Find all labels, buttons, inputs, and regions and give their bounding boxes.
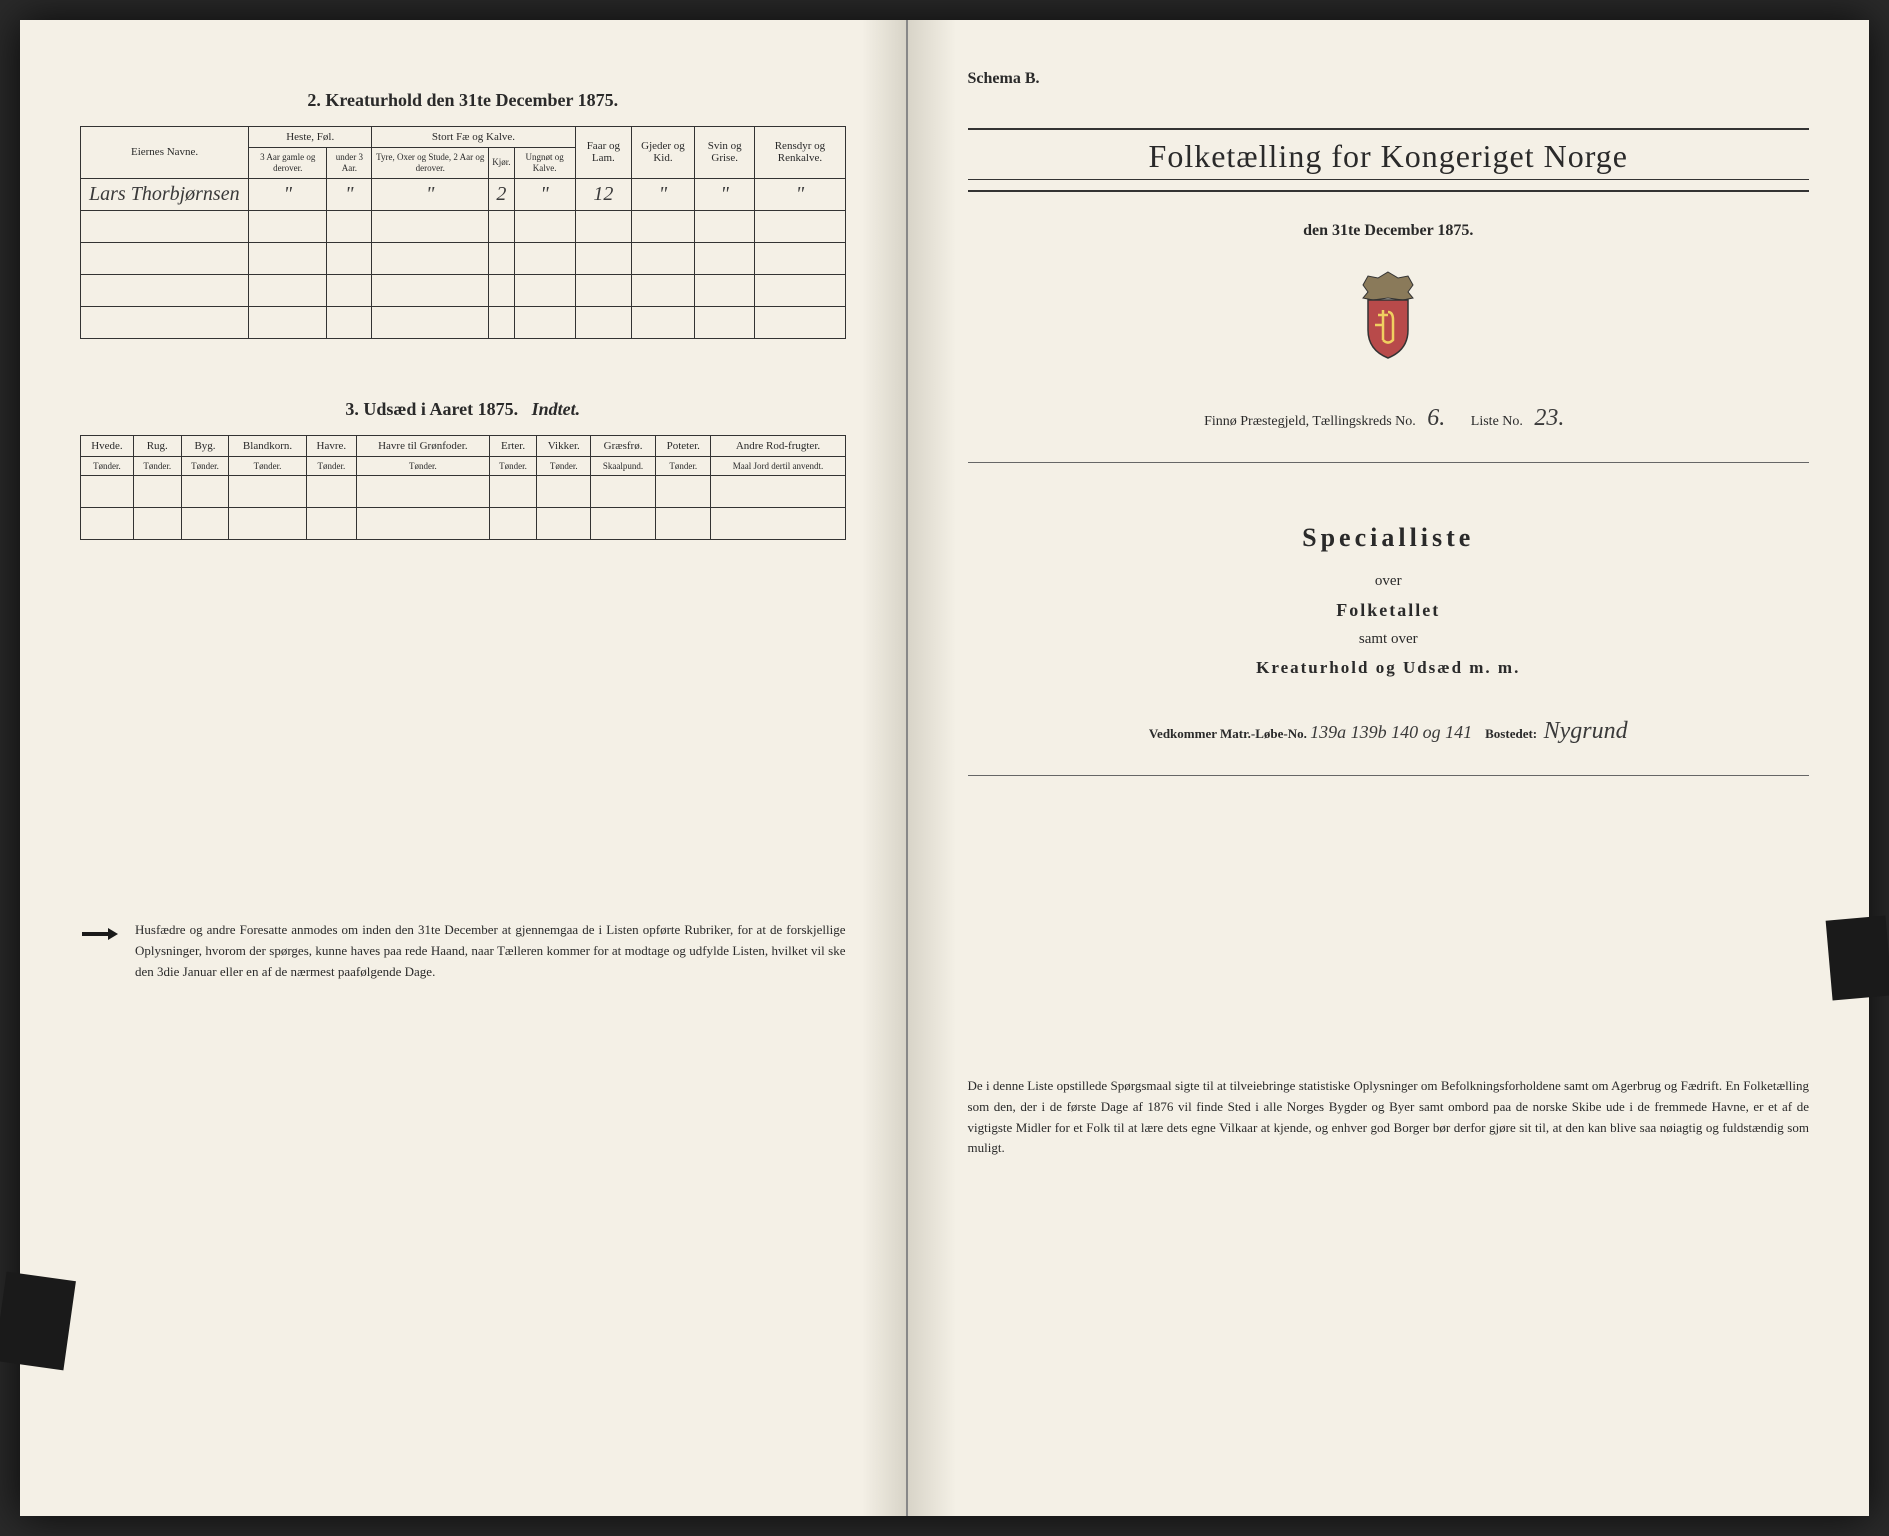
col-horses-young: under 3 Aar. [327,148,372,179]
coat-of-arms-icon [968,270,1809,365]
schema-label: Schema B. [968,70,1809,88]
section3-annotation: Indtet. [532,399,581,419]
unit: Tønder. [537,456,591,476]
main-title: Folketælling for Kongeriget Norge [968,128,1809,180]
bosted-label: Bostedet: [1485,726,1537,741]
unit: Tønder. [489,456,537,476]
col-grass: Græsfrø. [591,435,656,456]
matr-number: 139a 139b 140 og 141 [1310,722,1472,742]
cell: " [631,178,694,210]
col-wheat: Hvede. [81,435,134,456]
cell: " [755,178,845,210]
col-calves: Ungnøt og Kalve. [514,148,575,179]
liste-label: Liste No. [1471,414,1523,429]
unit-other: Maal Jord dertil anvendt. [711,456,845,476]
section2-title: 2. Kreaturhold den 31te December 1875. [80,90,846,111]
table-row [81,476,846,508]
samt-over-text: samt over [968,631,1809,648]
col-mixed: Blandkorn. [229,435,306,456]
spacer [968,816,1809,1036]
left-page: 2. Kreaturhold den 31te December 1875. E… [20,20,908,1516]
col-owner: Eiernes Navne. [81,127,249,179]
seed-table-wrap: Hvede. Rug. Byg. Blandkorn. Havre. Havre… [80,435,846,541]
unit-grass: Skaalpund. [591,456,656,476]
col-pigs: Svin og Grise. [695,127,755,179]
district-prefix: Finnø Præstegjeld, Tællingskreds No. [1204,414,1416,429]
col-rye: Rug. [133,435,181,456]
census-date: den 31te December 1875. [968,222,1809,240]
col-horses: Heste, Føl. [249,127,372,148]
left-footer: Husfædre og andre Foresatte anmodes om i… [80,920,846,982]
pointing-hand-icon [80,924,120,982]
seed-table: Hvede. Rug. Byg. Blandkorn. Havre. Havre… [80,435,846,541]
col-horses-old: 3 Aar gamle og derover. [249,148,327,179]
binding-tab-right [1826,915,1889,1000]
table-row [81,508,846,540]
table-row [81,242,846,274]
section3-title: 3. Udsæd i Aaret 1875. Indtet. [80,399,846,420]
kreaturhold-heading: Kreaturhold og Udsæd m. m. [968,658,1809,678]
table-row: Lars Thorbjørnsen " " " 2 " 12 " " " [81,178,846,210]
col-goats: Gjeder og Kid. [631,127,694,179]
cell: " [327,178,372,210]
cell: " [514,178,575,210]
district-line: Finnø Præstegjeld, Tællingskreds No. 6. … [968,405,1809,463]
book-spread: 2. Kreaturhold den 31te December 1875. E… [20,20,1869,1516]
table-row [81,274,846,306]
main-title-wrap: Folketælling for Kongeriget Norge [968,128,1809,192]
col-barley: Byg. [181,435,229,456]
cell: " [695,178,755,210]
folketallet-heading: Folketallet [968,600,1809,621]
col-other-root: Andre Rod-frugter. [711,435,845,456]
matr-line: Vedkommer Matr.-Løbe-No. 139a 139b 140 o… [968,718,1809,776]
col-cows: Kjør. [489,148,514,179]
specialliste-heading: Specialliste [968,523,1809,553]
unit: Tønder. [133,456,181,476]
unit: Tønder. [357,456,490,476]
binding-tab-left [0,1272,76,1371]
right-page: Schema B. Folketælling for Kongeriget No… [908,20,1869,1516]
col-reindeer: Rensdyr og Renkalve. [755,127,845,179]
cell-owner-name: Lars Thorbjørnsen [81,178,249,210]
col-potatoes: Poteter. [656,435,711,456]
spacer [80,600,846,880]
livestock-table: Eiernes Navne. Heste, Føl. Stort Fæ og K… [80,126,846,339]
over-text: over [968,573,1809,590]
col-oats: Havre. [306,435,356,456]
unit: Tønder. [229,456,306,476]
right-footer-text: De i denne Liste opstillede Spørgsmaal s… [968,1076,1809,1159]
livestock-table-wrap: Eiernes Navne. Heste, Føl. Stort Fæ og K… [80,126,846,339]
table-row [81,306,846,338]
section3-title-text: 3. Udsæd i Aaret 1875. [345,399,518,419]
left-footer-text: Husfædre og andre Foresatte anmodes om i… [135,920,846,982]
cell: 12 [575,178,631,210]
cell: " [249,178,327,210]
unit: Tønder. [81,456,134,476]
kreds-number: 6. [1419,405,1453,431]
col-cattle: Stort Fæ og Kalve. [372,127,575,148]
col-bulls: Tyre, Oxer og Stude, 2 Aar og derover. [372,148,489,179]
liste-number: 23. [1526,405,1572,431]
matr-label: Vedkommer Matr.-Løbe-No. [1149,726,1307,741]
unit: Tønder. [181,456,229,476]
cell: " [372,178,489,210]
table-row [81,210,846,242]
col-peas: Erter. [489,435,537,456]
col-vetch: Vikker. [537,435,591,456]
col-sheep: Faar og Lam. [575,127,631,179]
col-oats-fodder: Havre til Grønfoder. [357,435,490,456]
unit: Tønder. [306,456,356,476]
unit: Tønder. [656,456,711,476]
bosted-name: Nygrund [1544,718,1628,744]
cell: 2 [489,178,514,210]
